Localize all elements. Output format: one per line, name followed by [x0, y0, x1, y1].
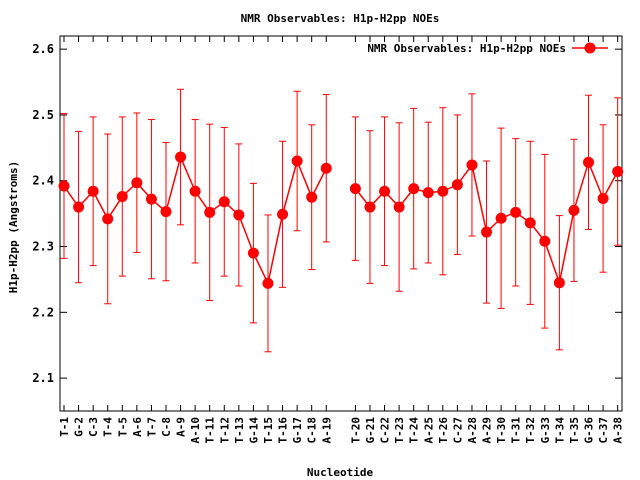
x-tick-label: T-32: [524, 417, 537, 444]
legend-label: NMR Observables: H1p-H2pp NOEs: [367, 42, 566, 55]
data-point: [58, 180, 70, 192]
data-point: [73, 201, 85, 213]
x-tick-label: C-8: [160, 417, 173, 437]
data-point: [612, 166, 624, 178]
data-point: [233, 209, 245, 221]
x-tick-label: T-34: [553, 417, 566, 444]
x-tick-label: C-37: [597, 417, 610, 444]
y-tick-label: 2.5: [32, 108, 54, 122]
data-point: [583, 156, 595, 168]
x-tick-label: C-22: [379, 417, 392, 444]
data-point: [510, 206, 522, 218]
data-point: [349, 183, 361, 195]
x-tick-label: A-9: [175, 417, 188, 437]
x-axis: T-1 G-2 C-3 T-4 T-5 A-6 T-7 C-8 A-9 A-10 T-11 T-12 T…: [58, 36, 625, 444]
x-tick-label: T-20: [349, 417, 362, 444]
y-axis: 2.1 2.2 2.3 2.4 2.5 2.6: [32, 42, 622, 385]
data-point: [204, 206, 216, 218]
data-point: [189, 185, 201, 197]
x-tick-label: T-13: [233, 417, 246, 444]
x-tick-label: C-3: [87, 417, 100, 437]
x-tick-label: T-16: [277, 417, 290, 444]
legend: NMR Observables: H1p-H2pp NOEs: [367, 42, 608, 55]
x-tick-label: T-7: [145, 417, 158, 437]
x-tick-label: T-1: [58, 417, 71, 437]
data-point: [364, 201, 376, 213]
data-point: [320, 162, 332, 174]
x-tick-label: T-4: [102, 417, 115, 437]
y-tick-label: 2.1: [32, 371, 54, 385]
y-tick-label: 2.2: [32, 305, 54, 319]
legend-marker-swatch: [584, 42, 596, 54]
x-tick-label: C-18: [306, 417, 319, 444]
data-point: [247, 247, 259, 259]
data-point: [218, 196, 230, 208]
data-point: [568, 204, 580, 216]
x-tick-label: G-2: [73, 417, 86, 437]
x-tick-label: C-27: [451, 417, 464, 444]
x-tick-label: G-17: [291, 417, 304, 444]
data-point: [495, 212, 507, 224]
x-tick-label: T-12: [218, 417, 231, 444]
data-point: [524, 217, 536, 229]
x-tick-label: A-19: [320, 417, 333, 444]
data-point: [160, 206, 172, 218]
x-tick-label: A-28: [466, 417, 479, 444]
x-tick-label: T-15: [262, 417, 275, 444]
data-point: [481, 226, 493, 238]
x-tick-label: A-29: [481, 417, 494, 444]
x-tick-label: T-31: [510, 417, 523, 444]
data-point: [553, 277, 565, 289]
data-point: [87, 185, 99, 197]
data-point: [437, 185, 449, 197]
data-point: [116, 191, 128, 203]
x-tick-label: G-14: [247, 417, 260, 444]
data-point: [145, 193, 157, 205]
data-point: [422, 187, 434, 199]
x-tick-label: T-5: [116, 417, 129, 437]
data-point: [539, 235, 551, 247]
data-point: [102, 213, 114, 225]
data-point: [262, 277, 274, 289]
x-tick-label: T-23: [393, 417, 406, 444]
x-tick-label: T-30: [495, 417, 508, 444]
data-point: [175, 151, 187, 163]
data-point: [451, 179, 463, 191]
x-tick-label: G-36: [583, 417, 596, 444]
plot-border: [59, 35, 623, 412]
data-point: [277, 208, 289, 220]
data-point: [466, 159, 478, 171]
data-point: [131, 177, 143, 189]
data-point: [393, 201, 405, 213]
data-points: [58, 151, 624, 289]
x-tick-label: A-38: [612, 417, 625, 444]
x-tick-label: T-35: [568, 417, 581, 444]
error-bars: [60, 88, 622, 353]
y-tick-label: 2.6: [32, 42, 54, 56]
x-axis-label: Nucleotide: [307, 466, 374, 479]
x-tick-label: A-6: [131, 417, 144, 437]
x-tick-label: T-26: [437, 417, 450, 444]
x-tick-label: G-21: [364, 417, 377, 444]
data-point: [408, 183, 420, 195]
y-tick-label: 2.4: [32, 174, 54, 188]
x-tick-label: T-11: [204, 417, 217, 444]
data-point: [379, 185, 391, 197]
y-axis-label: H1p-H2pp (Angstroms): [7, 161, 20, 293]
plot-area: [59, 35, 623, 412]
x-tick-label: T-24: [408, 417, 421, 444]
chart-title: NMR Observables: H1p-H2pp NOEs: [241, 12, 440, 25]
y-tick-label: 2.3: [32, 240, 54, 254]
x-tick-label: G-33: [539, 417, 552, 444]
x-tick-label: A-25: [422, 417, 435, 444]
data-point: [597, 193, 609, 204]
data-point: [306, 191, 318, 203]
data-point: [291, 155, 303, 167]
x-tick-label: A-10: [189, 417, 202, 444]
